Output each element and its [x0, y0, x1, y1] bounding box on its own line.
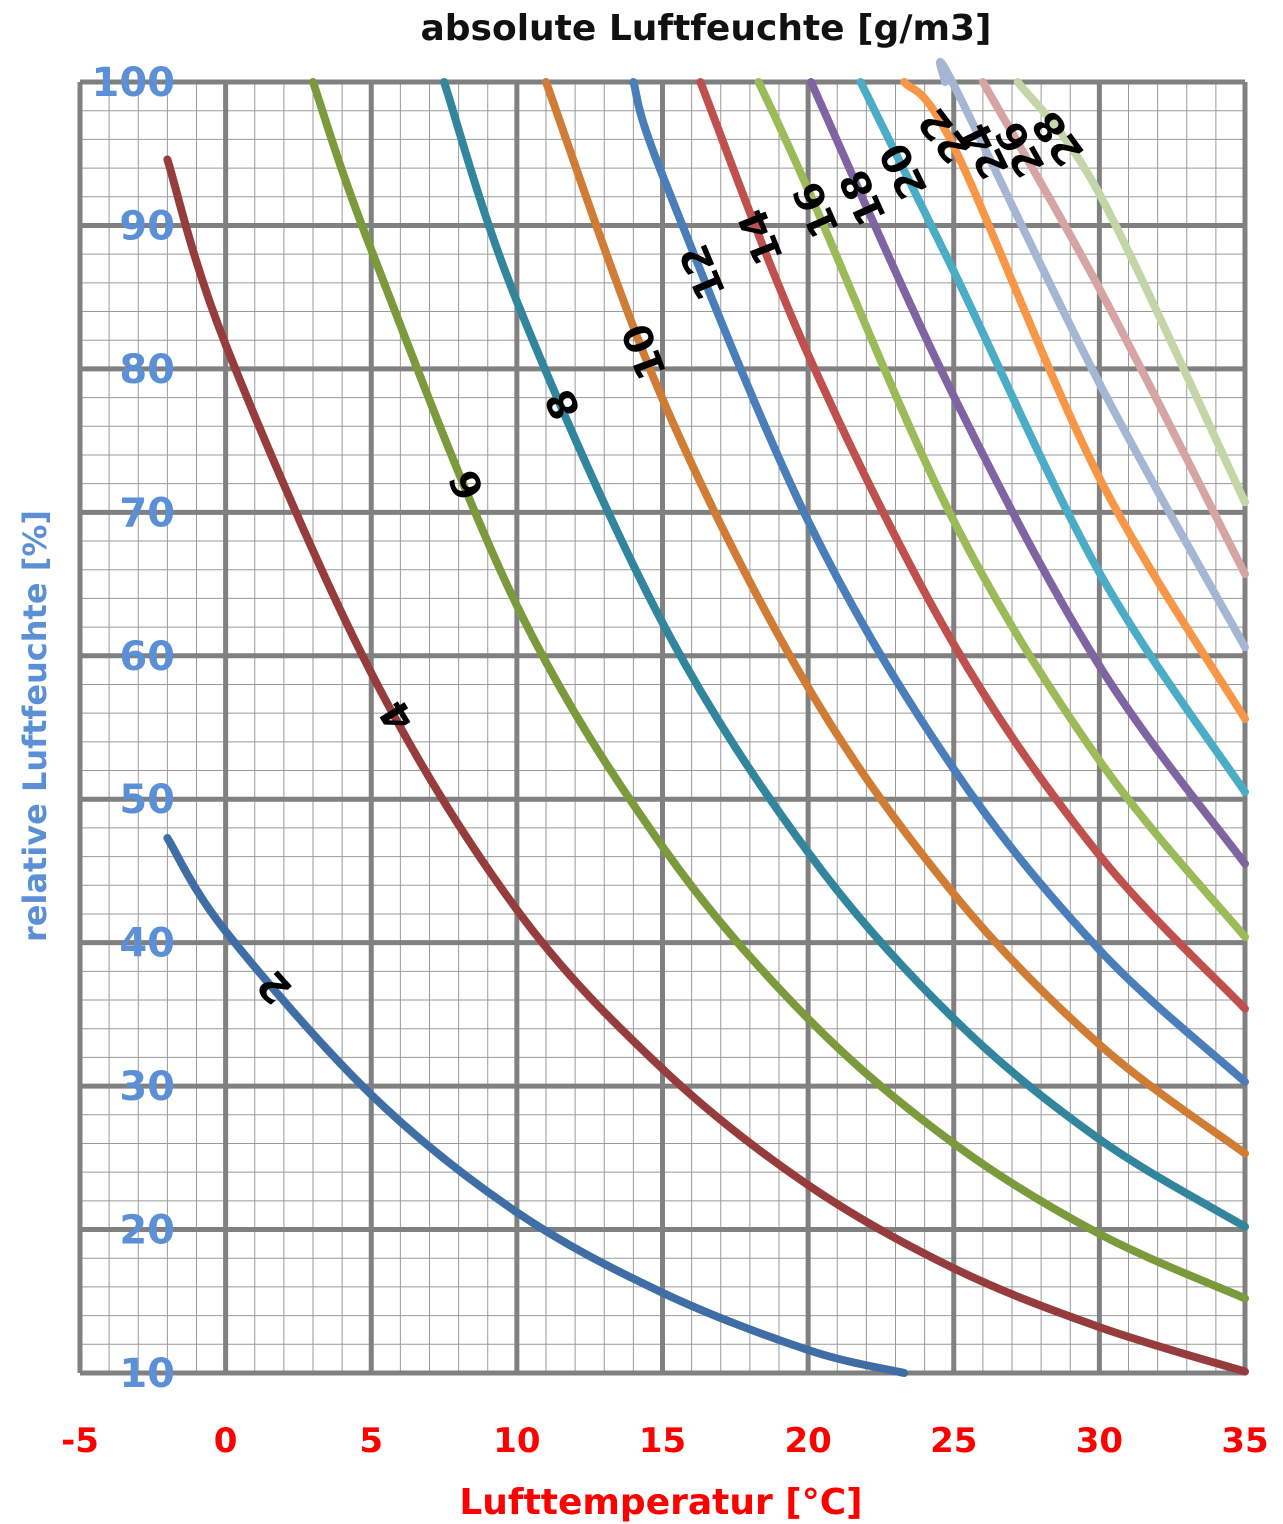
x-tick-label: 35	[1221, 1421, 1268, 1461]
y-tick-label: 10	[119, 1351, 175, 1397]
x-tick-label: -5	[61, 1421, 99, 1461]
x-tick-label: 15	[639, 1421, 686, 1461]
chart-title: absolute Luftfeuchte [g/m3]	[420, 8, 991, 49]
series-line-12	[629, 78, 1249, 1086]
x-tick-label: 20	[784, 1421, 831, 1461]
x-tick-label: 30	[1076, 1421, 1123, 1461]
series-line-2	[163, 834, 909, 1377]
y-axis-label: relative Luftfeuchte [%]	[16, 510, 54, 942]
series-line-8	[440, 78, 1249, 1231]
y-tick-label: 70	[119, 490, 175, 536]
y-tick-label: 100	[92, 60, 176, 106]
series-line-4	[163, 155, 1249, 1376]
series-layer	[163, 57, 1249, 1377]
x-tick-label: 5	[359, 1421, 383, 1461]
x-tick-label: 0	[214, 1421, 238, 1461]
y-tick-label: 60	[119, 634, 175, 680]
y-tick-label: 20	[119, 1208, 175, 1254]
series-line-22	[900, 78, 1249, 723]
series-line-16	[754, 78, 1249, 941]
y-tick-labels: 10 20 30 40 50 60 70 80 90 100	[92, 60, 176, 1397]
x-tick-labels: -5 0 5 10 15 20 25 30 35	[61, 1421, 1269, 1461]
series-line-20	[856, 78, 1249, 796]
series-line-26	[978, 78, 1249, 578]
y-tick-label: 40	[119, 921, 175, 967]
grid-major	[77, 79, 1248, 1376]
series-line-28	[1013, 78, 1249, 507]
y-tick-label: 50	[119, 777, 175, 823]
series-line-10	[542, 78, 1249, 1158]
y-tick-label: 30	[119, 1064, 175, 1110]
series-line-18	[807, 78, 1249, 868]
y-tick-label: 90	[119, 203, 175, 249]
y-tick-label: 80	[119, 347, 175, 393]
series-line-24	[936, 57, 1249, 652]
x-tick-label: 10	[493, 1421, 540, 1461]
series-line-6	[309, 78, 1249, 1303]
x-axis-label: Lufttemperatur [°C]	[459, 1482, 862, 1523]
series-line-14	[696, 78, 1249, 1013]
x-tick-label: 25	[930, 1421, 977, 1461]
